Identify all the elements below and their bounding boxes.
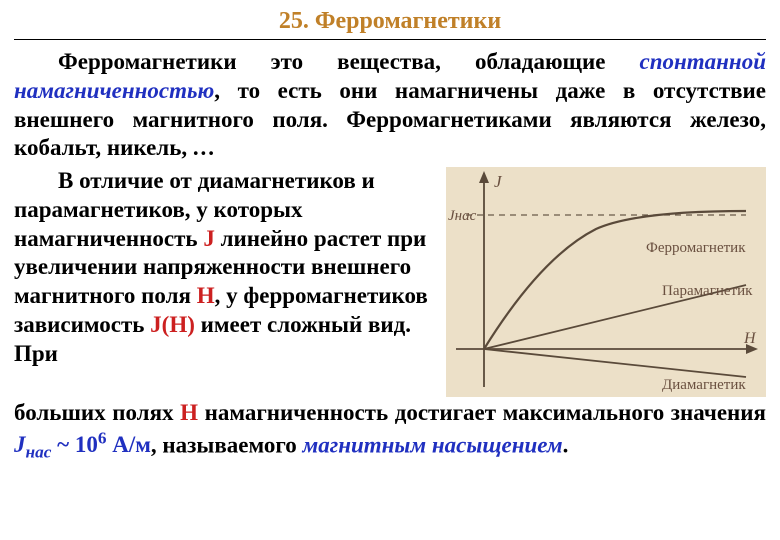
p2-j: J bbox=[203, 226, 215, 251]
para-label: Парамагнетик bbox=[662, 283, 753, 299]
paragraph-2: В отличие от диамагнетиков и парамагнети… bbox=[14, 167, 440, 397]
p3-emphasis: магнитным насыщением bbox=[302, 432, 562, 457]
p3-jnas: Jнас ~ 106 А/м bbox=[14, 432, 151, 457]
jnas-label: Jнас bbox=[448, 208, 477, 224]
paragraph-1: Ферромагнетики это вещества, обладающие … bbox=[14, 48, 766, 163]
paragraph-3: больших полях H намагниченность достигае… bbox=[14, 399, 766, 464]
p3-text4: . bbox=[563, 432, 569, 457]
p2-jh: J(H) bbox=[150, 312, 195, 337]
ferro-label: Ферромагнетик bbox=[646, 240, 746, 256]
p3-h: H bbox=[180, 400, 198, 425]
magnetization-chart: J H Jнас Ферромагнетик Парамагнетик Диам… bbox=[446, 167, 766, 397]
p1-text1: Ферромагнетики это вещества, обладающие bbox=[58, 49, 640, 74]
dia-label: Диамагнетик bbox=[662, 377, 746, 393]
p3-text3: , называемого bbox=[151, 432, 303, 457]
p3-text1: больших полях bbox=[14, 400, 180, 425]
x-axis-label: H bbox=[743, 330, 757, 347]
p2-h: H bbox=[197, 283, 215, 308]
middle-row: В отличие от диамагнетиков и парамагнети… bbox=[14, 167, 766, 397]
p3-text2: намагниченность достигает максимального … bbox=[198, 400, 766, 425]
slide-title: 25. Ферромагнетики bbox=[14, 8, 766, 40]
